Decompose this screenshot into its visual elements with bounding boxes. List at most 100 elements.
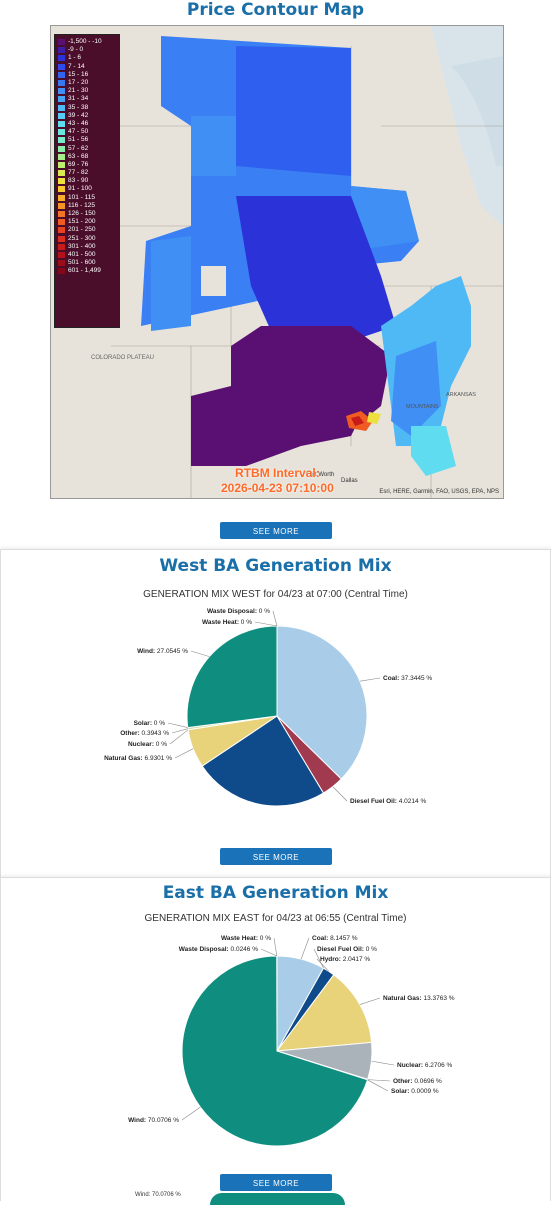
pie-label-natural-gas: Natural Gas: 6.9301 % (104, 755, 172, 762)
legend-entry: 151 - 200 (58, 218, 119, 226)
legend-entry: 57 - 62 (58, 144, 119, 152)
legend-swatch (58, 113, 65, 119)
legend-swatch (58, 64, 65, 70)
pie-label-waste-disposal: Waste Disposal: 0 % (207, 608, 270, 615)
west-title: West BA Generation Mix (0, 556, 551, 576)
legend-entry: 17 - 20 (58, 79, 119, 87)
legend-entry: 15 - 16 (58, 71, 119, 79)
map-attribution: Esri, HERE, Garmin, FAO, USGS, EPA, NPS (379, 489, 499, 495)
pie-connector (360, 998, 380, 1005)
pie-label-nuclear: Nuclear: 6.2706 % (397, 1062, 453, 1069)
pie-label-natural-gas: Natural Gas: 13.3763 % (383, 995, 455, 1002)
east-footer-fragment: Wind: 70.0706 % (135, 1192, 181, 1198)
legend-swatch (58, 211, 65, 217)
pie-connector (261, 949, 277, 956)
legend-entry: 69 - 76 (58, 161, 119, 169)
legend-entry: 401 - 500 (58, 251, 119, 259)
rtbm-interval-label: RTBM Interval: (221, 466, 334, 481)
east-pie-next-fragment (210, 1193, 345, 1205)
legend-label: 69 - 76 (68, 161, 88, 169)
pie-label-nuclear: Nuclear: 0 % (128, 741, 167, 748)
pie-label-solar: Solar: 0 % (134, 720, 166, 727)
price-map-see-more-button[interactable]: SEE MORE (220, 522, 332, 539)
east-chart-title: GENERATION MIX EAST for 04/23 at 06:55 (… (0, 913, 551, 924)
legend-label: 1 - 6 (68, 54, 81, 62)
legend-swatch (58, 219, 65, 225)
pie-connector (255, 622, 277, 626)
map-label-dallas: Dallas (341, 478, 358, 484)
legend-swatch (58, 186, 65, 192)
legend-swatch (58, 195, 65, 201)
legend-label: 63 - 68 (68, 153, 88, 161)
pie-connector (301, 938, 309, 959)
legend-entry: 77 - 82 (58, 169, 119, 177)
legend-entry: 101 - 115 (58, 194, 119, 202)
legend-entry: 501 - 600 (58, 259, 119, 267)
map-label-mountains: MOUNTAINS (406, 404, 439, 410)
legend-swatch (58, 129, 65, 135)
legend-swatch (58, 146, 65, 152)
legend-label: 126 - 150 (68, 210, 95, 218)
price-map-title: Price Contour Map (0, 0, 551, 20)
legend-label: 151 - 200 (68, 218, 95, 226)
legend-label: 31 - 34 (68, 95, 88, 103)
legend-label: 57 - 62 (68, 145, 88, 153)
legend-label: 301 - 400 (68, 243, 95, 251)
east-pie-chart: Coal: 8.1457 % Diesel Fuel Oil: 0 % Hydro:… (0, 925, 551, 1155)
east-title: East BA Generation Mix (0, 883, 551, 903)
legend-entry: 1 - 6 (58, 54, 119, 62)
price-contour-map[interactable]: COLORADO PLATEAU Fort Worth Dallas ARKAN… (50, 25, 504, 499)
legend-entry: 21 - 30 (58, 87, 119, 95)
legend-swatch (58, 121, 65, 127)
legend-label: 47 - 50 (68, 128, 88, 136)
legend-entry: 7 - 14 (58, 63, 119, 71)
legend-swatch (58, 268, 65, 274)
legend-entry: 301 - 400 (58, 243, 119, 251)
legend-swatch (58, 80, 65, 86)
pie-label-wind: Wind: 27.0545 % (137, 648, 188, 655)
rtbm-interval-value: 2026-04-23 07:10:00 (221, 481, 334, 496)
map-label-colorado: COLORADO PLATEAU (91, 355, 154, 361)
pie-label-hydro: Hydro: 2.0417 % (320, 956, 370, 963)
legend-label: 15 - 16 (68, 71, 88, 79)
pie-connector (172, 729, 188, 733)
legend-label: 501 - 600 (68, 259, 95, 267)
pie-label-waste-heat: Waste Heat: 0 % (202, 619, 252, 626)
legend-swatch (58, 260, 65, 266)
pie-label-coal: Coal: 8.1457 % (312, 935, 358, 942)
legend-swatch (58, 47, 65, 53)
legend-entry: 63 - 68 (58, 153, 119, 161)
legend-label: 21 - 30 (68, 87, 88, 95)
legend-swatch (58, 39, 65, 45)
pie-connector (371, 1061, 394, 1065)
legend-entry: 601 - 1,499 (58, 267, 119, 275)
pie-connector (360, 678, 380, 681)
pie-label-diesel-fuel-oil: Diesel Fuel Oil: 0 % (317, 946, 377, 953)
pie-label-other: Other: 0.0696 % (393, 1078, 442, 1085)
legend-entry: 31 - 34 (58, 95, 119, 103)
legend-entry: 126 - 150 (58, 210, 119, 218)
legend-swatch (58, 162, 65, 168)
west-see-more-button[interactable]: SEE MORE (220, 848, 332, 865)
pie-connector (182, 1107, 200, 1120)
legend-label: 51 - 56 (68, 136, 88, 144)
legend-swatch (58, 105, 65, 111)
legend-swatch (58, 96, 65, 102)
pie-label-wind: Wind: 70.0706 % (128, 1117, 179, 1124)
pie-connector (333, 787, 347, 801)
pie-connector (273, 611, 277, 626)
legend-entry: 51 - 56 (58, 136, 119, 144)
legend-entry: 35 - 38 (58, 104, 119, 112)
legend-label: 601 - 1,499 (68, 267, 101, 275)
legend-label: 201 - 250 (68, 226, 95, 234)
map-label-arkansas: ARKANSAS (446, 392, 476, 398)
legend-entry: 91 - 100 (58, 185, 119, 193)
pie-slice-wind[interactable] (187, 626, 277, 728)
legend-entry: 43 - 46 (58, 120, 119, 128)
legend-swatch (58, 244, 65, 250)
legend-label: 101 - 115 (68, 194, 95, 202)
legend-label: -9 - 0 (68, 46, 83, 54)
legend-entry: -1,500 - -10 (58, 38, 119, 46)
east-see-more-button[interactable]: SEE MORE (220, 1174, 332, 1191)
